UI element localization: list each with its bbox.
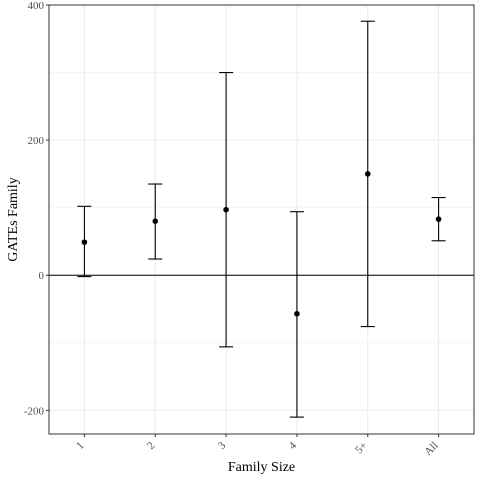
point-estimate: [294, 310, 300, 317]
point-estimate: [364, 171, 371, 177]
point-estimate: [435, 216, 442, 222]
point-estimate: [223, 206, 229, 213]
y-tick-label: 400: [28, 0, 45, 12]
x-axis-title: Family Size: [228, 460, 295, 475]
point-estimate: [81, 239, 88, 245]
y-tick-label: -200: [24, 405, 45, 417]
y-tick-label: 0: [39, 270, 45, 282]
point-estimates: [81, 171, 442, 317]
minor-gridlines: [49, 72, 474, 344]
y-tick-label: 200: [28, 135, 45, 147]
y-axis-title: GATEs Family: [6, 177, 21, 261]
panel-border: [48, 4, 475, 435]
point-estimate: [152, 218, 159, 224]
